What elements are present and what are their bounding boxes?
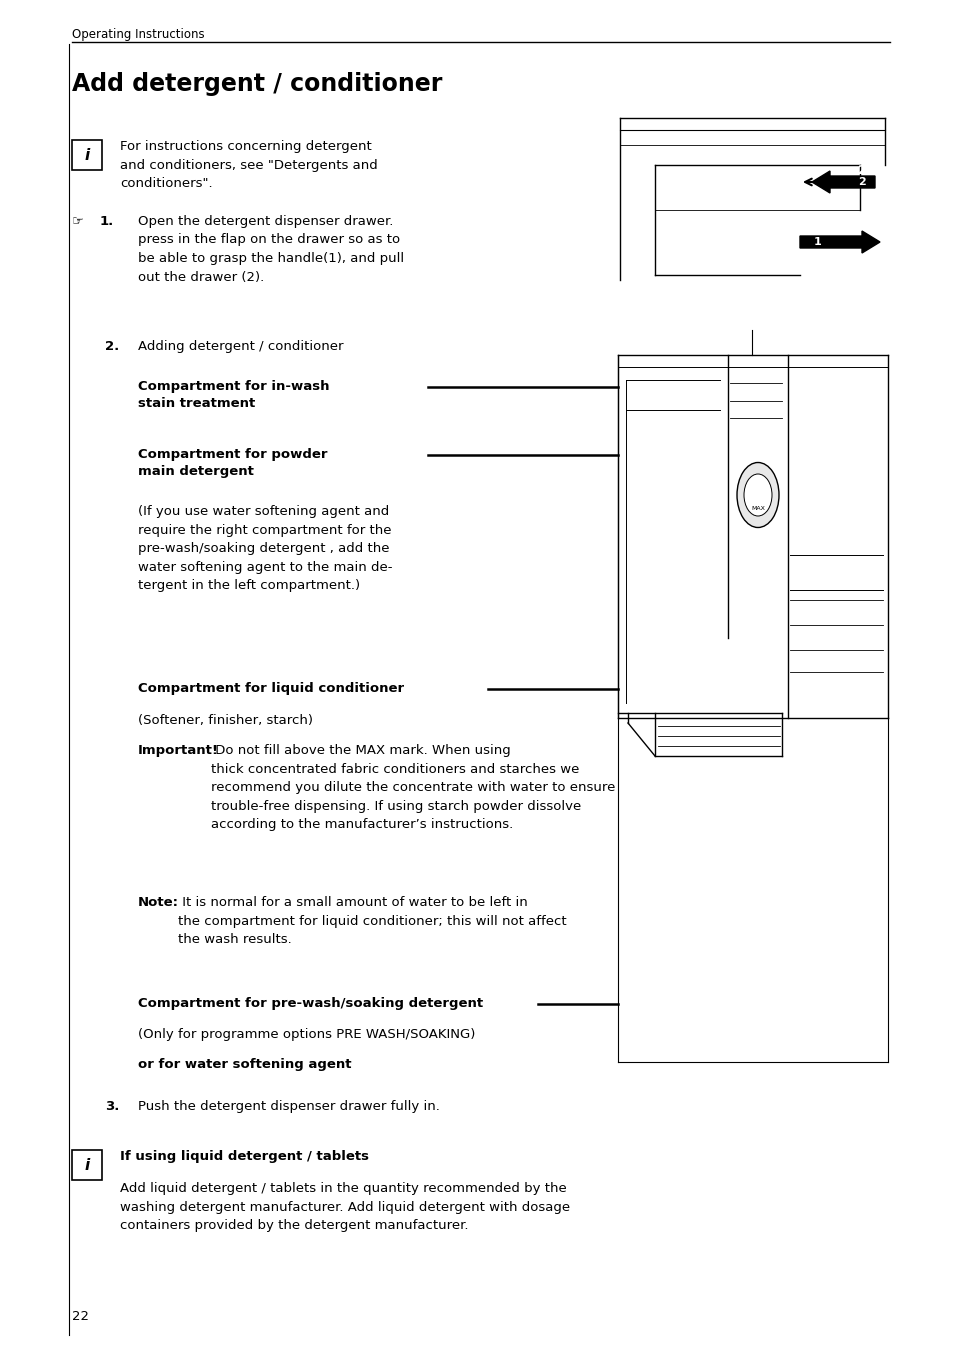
- Text: It is normal for a small amount of water to be left in
the compartment for liqui: It is normal for a small amount of water…: [178, 896, 566, 946]
- Text: Operating Instructions: Operating Instructions: [71, 28, 204, 41]
- Text: Add liquid detergent / tablets in the quantity recommended by the
washing deterg: Add liquid detergent / tablets in the qu…: [120, 1182, 570, 1232]
- Text: 2: 2: [857, 164, 865, 177]
- Text: i: i: [84, 1157, 90, 1172]
- Text: 2.: 2.: [105, 339, 119, 353]
- Text: 1: 1: [813, 237, 821, 247]
- Text: Compartment for pre-wash/soaking detergent: Compartment for pre-wash/soaking deterge…: [138, 996, 482, 1010]
- FancyArrow shape: [811, 170, 874, 193]
- Text: ☞: ☞: [71, 215, 84, 228]
- Text: Adding detergent / conditioner: Adding detergent / conditioner: [138, 339, 343, 353]
- Text: or for water softening agent: or for water softening agent: [138, 1059, 351, 1071]
- Text: For instructions concerning detergent
and conditioners, see "Detergents and
cond: For instructions concerning detergent an…: [120, 141, 377, 191]
- Text: Compartment for powder
main detergent: Compartment for powder main detergent: [138, 448, 327, 479]
- Text: Push the detergent dispenser drawer fully in.: Push the detergent dispenser drawer full…: [138, 1101, 439, 1113]
- Text: (If you use water softening agent and
require the right compartment for the
pre-: (If you use water softening agent and re…: [138, 506, 392, 592]
- Text: 2: 2: [858, 177, 865, 187]
- Text: Important!: Important!: [138, 744, 219, 757]
- Text: (Softener, finisher, starch): (Softener, finisher, starch): [138, 714, 313, 727]
- Text: i: i: [84, 147, 90, 162]
- Text: Add detergent / conditioner: Add detergent / conditioner: [71, 72, 442, 96]
- Text: 3.: 3.: [105, 1101, 119, 1113]
- Text: Open the detergent dispenser drawer.
press in the flap on the drawer so as to
be: Open the detergent dispenser drawer. pre…: [138, 215, 404, 284]
- Text: Do not fill above the MAX mark. When using
thick concentrated fabric conditioner: Do not fill above the MAX mark. When usi…: [211, 744, 615, 831]
- Text: Compartment for liquid conditioner: Compartment for liquid conditioner: [138, 681, 404, 695]
- Text: 1.: 1.: [100, 215, 114, 228]
- Text: Note:: Note:: [138, 896, 179, 909]
- Text: MAX: MAX: [750, 506, 764, 511]
- Text: (Only for programme options PRE WASH/SOAKING): (Only for programme options PRE WASH/SOA…: [138, 1028, 475, 1041]
- Text: Compartment for in-wash
stain treatment: Compartment for in-wash stain treatment: [138, 380, 329, 410]
- FancyBboxPatch shape: [71, 141, 102, 170]
- FancyBboxPatch shape: [71, 1151, 102, 1180]
- Ellipse shape: [743, 475, 771, 516]
- FancyArrow shape: [800, 231, 879, 253]
- Text: If using liquid detergent / tablets: If using liquid detergent / tablets: [120, 1151, 369, 1163]
- Ellipse shape: [737, 462, 779, 527]
- Text: 22: 22: [71, 1310, 89, 1324]
